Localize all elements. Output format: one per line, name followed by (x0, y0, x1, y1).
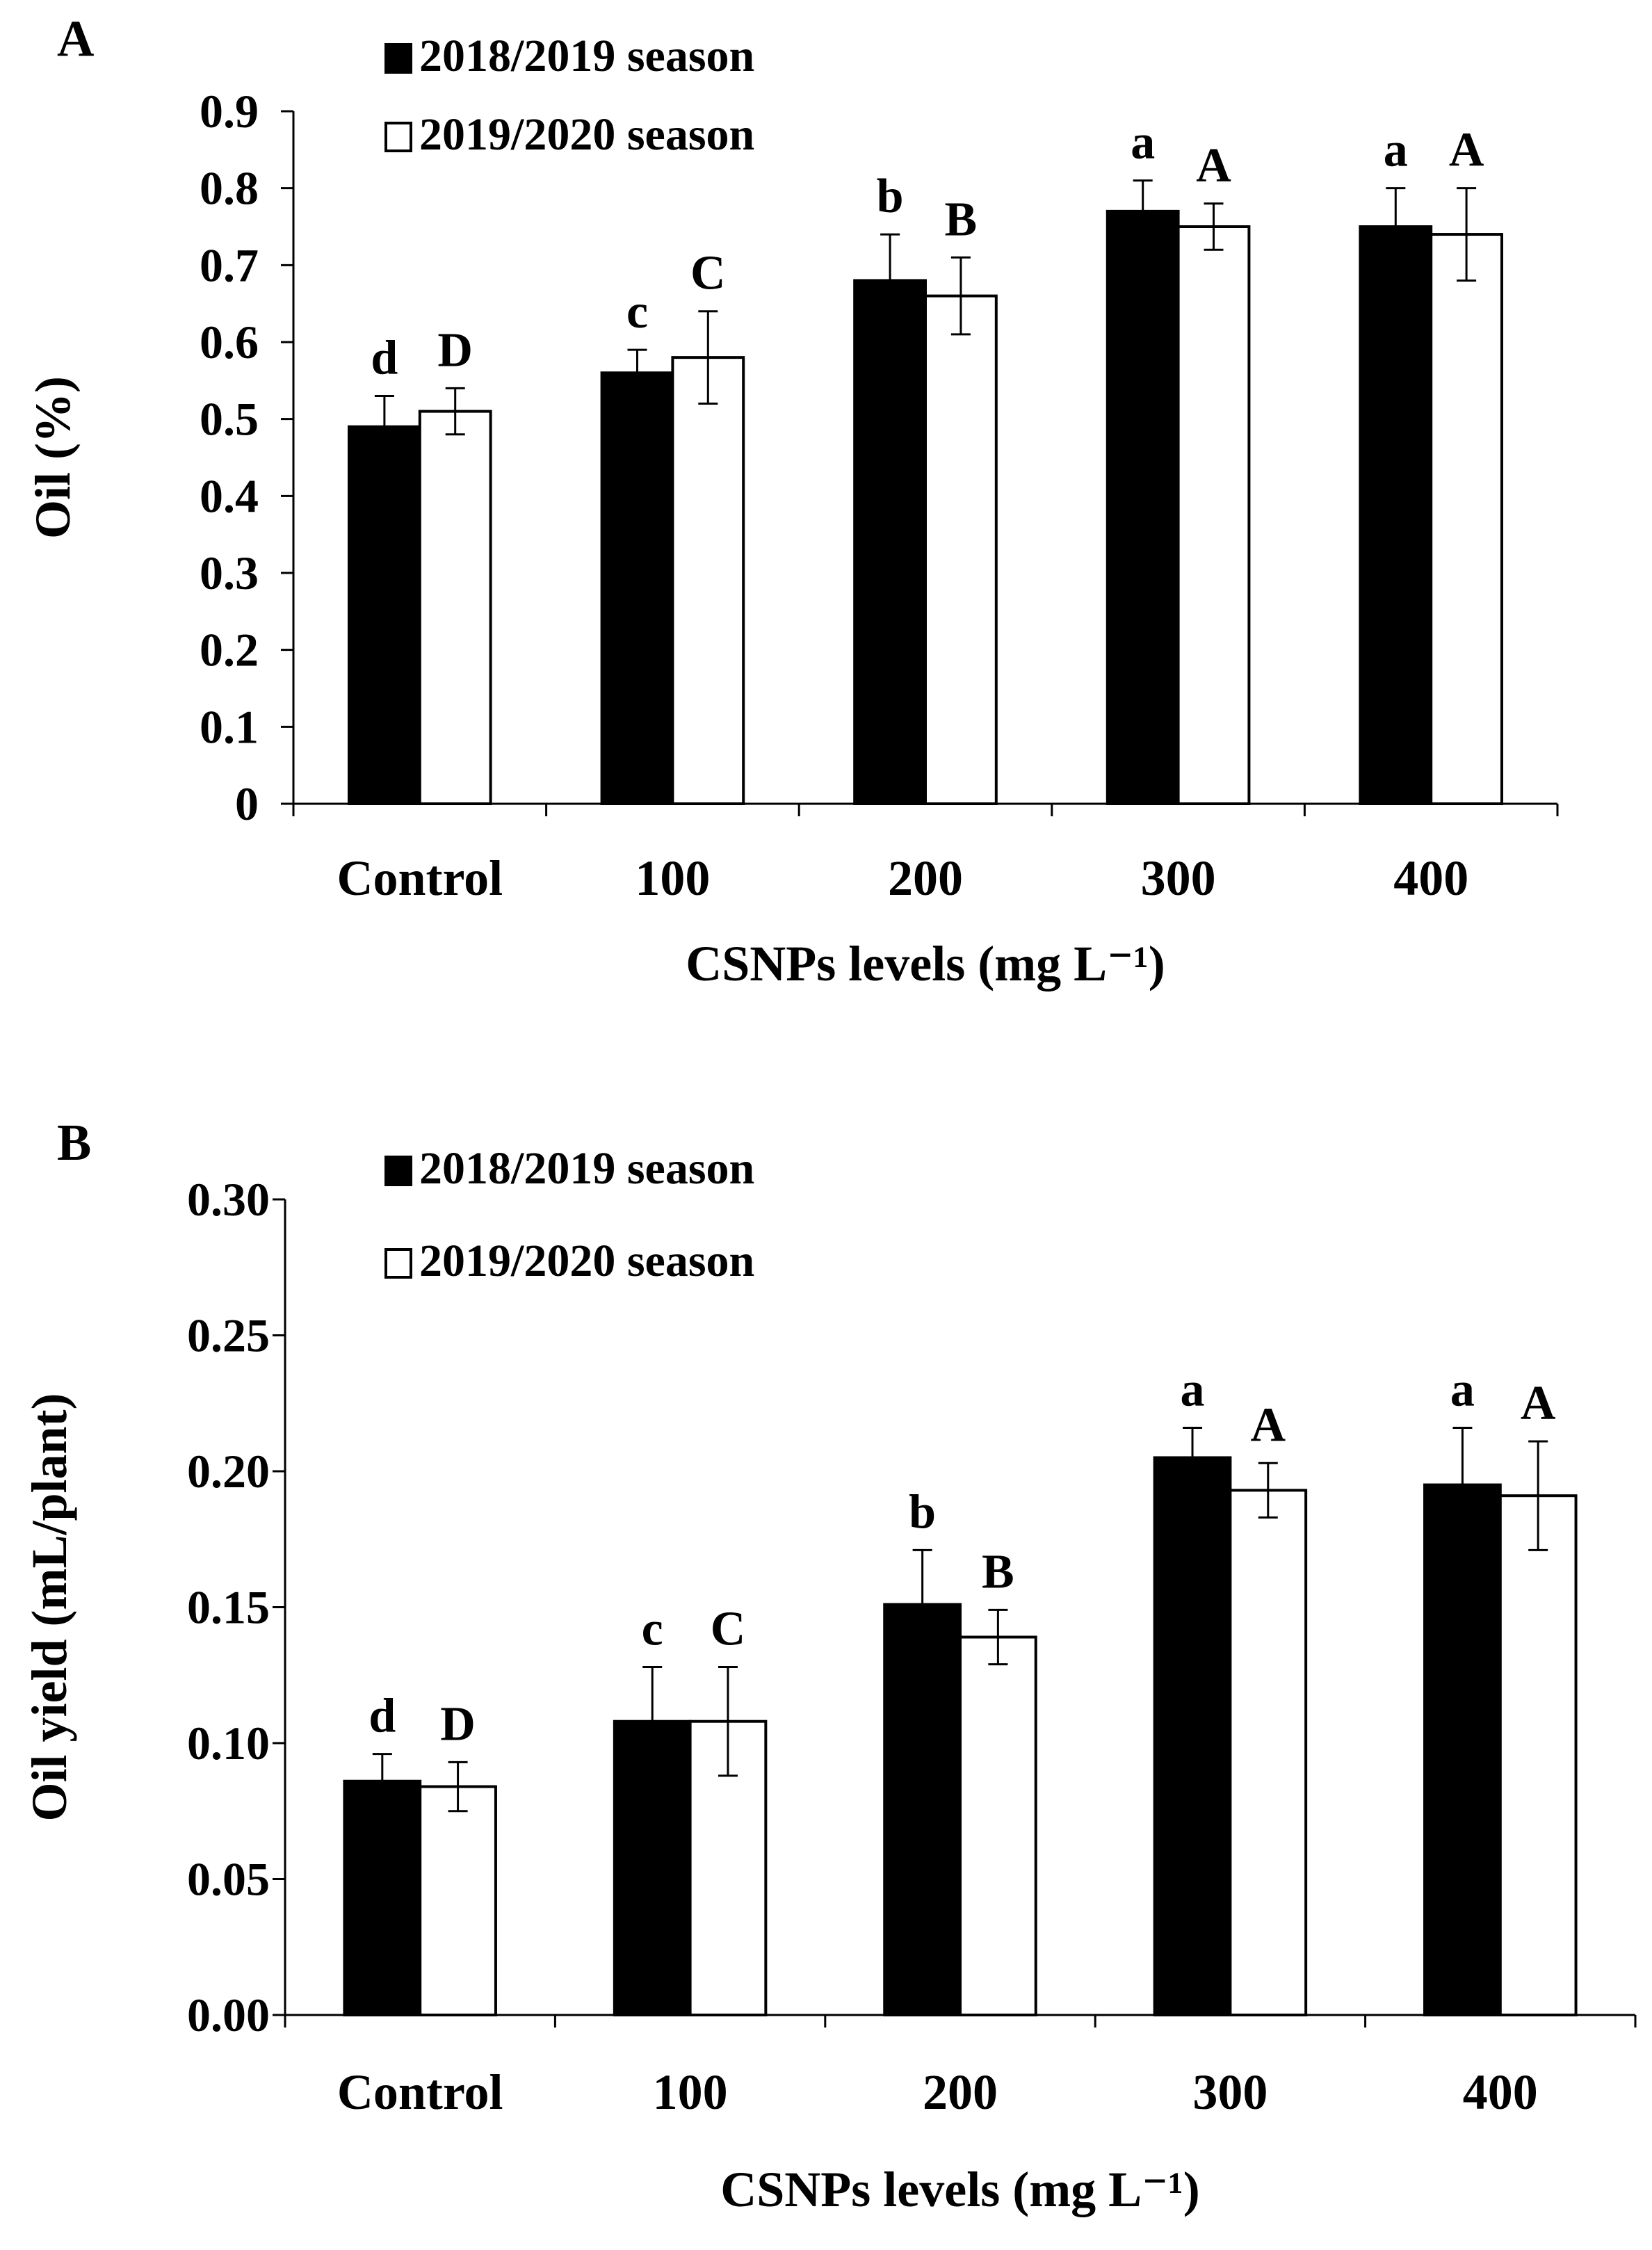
bar-season-2019-2020 (1176, 225, 1251, 805)
significance-letter: a (1131, 116, 1155, 170)
x-tick-label: 100 (635, 850, 710, 906)
legend-label: 2018/2019 season (419, 1143, 754, 1194)
y-tick-label: 0.6 (200, 316, 259, 369)
panel-label: B (57, 1115, 91, 1172)
x-axis-label: CSNPs levels (mg L⁻¹) (686, 936, 1165, 992)
significance-letter: A (1521, 1377, 1556, 1430)
significance-letter: c (626, 285, 648, 339)
bar-season-2019-2020 (1498, 1494, 1578, 2016)
y-axis-label: Oil (%) (25, 376, 81, 539)
y-axis-label: Oil yield (mL/plant) (22, 1393, 77, 1821)
significance-letter: A (1196, 139, 1231, 193)
y-tick-label: 0.10 (187, 1717, 270, 1770)
bar-season-2018-2019 (347, 425, 421, 805)
chart-panel-a: A00.10.20.30.40.50.60.70.80.9d DControlcC… (25, 10, 1559, 992)
y-tick-label: 0.3 (200, 547, 259, 599)
bar-season-2019-2020 (418, 410, 492, 805)
y-tick-label: 0.1 (200, 700, 259, 753)
bar-season-2018-2019 (1359, 225, 1433, 805)
y-tick-label: 0.5 (200, 393, 259, 446)
legend-swatch-season-2018-2019 (384, 43, 412, 74)
y-tick-label: 0 (235, 777, 259, 830)
significance-letter: d (369, 1690, 396, 1743)
significance-letter: A (1449, 124, 1484, 177)
significance-letter: a (1450, 1363, 1475, 1416)
bar-season-2018-2019 (600, 371, 674, 805)
y-tick-label: 0.2 (200, 624, 259, 677)
x-tick-label: 200 (888, 850, 963, 906)
y-tick-label: 0.05 (187, 1853, 270, 1906)
significance-letter: a (1181, 1363, 1205, 1416)
bar-season-2019-2020 (1430, 233, 1504, 806)
legend-swatch-season-2018-2019 (384, 1156, 412, 1186)
y-tick-label: 0.7 (200, 238, 259, 291)
bar-season-2019-2020 (419, 1785, 497, 2017)
y-tick-label: 0.30 (187, 1173, 270, 1226)
y-tick-label: 0.00 (187, 1989, 270, 2041)
significance-letter: b (909, 1485, 936, 1539)
significance-letter: C (690, 247, 726, 300)
x-tick-label: 400 (1393, 850, 1468, 906)
legend-swatch-season-2019-2020 (384, 122, 412, 152)
legend-label: 2018/2019 season (419, 31, 754, 81)
x-tick-label: 400 (1463, 2064, 1538, 2120)
significance-letter: D (437, 323, 473, 377)
significance-letter: A (1250, 1398, 1286, 1452)
y-tick-label: 0.25 (187, 1309, 270, 1362)
significance-letter: b (877, 170, 904, 223)
bar-season-2019-2020 (924, 294, 998, 806)
significance-letter: B (982, 1545, 1014, 1599)
bar-season-2018-2019 (343, 1779, 422, 2016)
x-tick-label: 100 (653, 2064, 728, 2120)
legend: 2018/2019 season 2019/2020 season (384, 31, 754, 160)
legend: 2018/2019 season 2019/2020 season (384, 1143, 754, 1286)
legend-swatch-season-2019-2020 (384, 1248, 412, 1279)
significance-letter: a (1384, 124, 1408, 177)
significance-letter: D (440, 1697, 476, 1751)
x-tick-label: Control (337, 850, 503, 906)
x-tick-label: 200 (923, 2064, 998, 2120)
y-tick-label: 0.20 (187, 1445, 270, 1498)
y-tick-label: 0.8 (200, 162, 259, 215)
significance-letter: d (371, 331, 398, 385)
bar-season-2018-2019 (1153, 1456, 1232, 2016)
x-tick-label: 300 (1192, 2064, 1268, 2120)
legend-label: 2019/2020 season (419, 1236, 754, 1286)
y-tick-label: 0.4 (200, 469, 259, 522)
x-tick-label: Control (337, 2064, 503, 2120)
bar-season-2018-2019 (853, 279, 928, 805)
significance-letter: c (642, 1603, 663, 1656)
bar-season-2019-2020 (959, 1635, 1037, 2016)
significance-letter: C (711, 1603, 746, 1656)
bar-season-2019-2020 (1229, 1489, 1308, 2017)
bar-season-2018-2019 (1106, 209, 1180, 806)
bar-season-2018-2019 (1423, 1483, 1502, 2017)
legend-label: 2019/2020 season (419, 109, 754, 160)
panel-label: A (57, 10, 94, 67)
x-axis-label: CSNPs levels (mg L⁻¹) (720, 2162, 1200, 2217)
significance-letter: B (945, 193, 978, 246)
bar-season-2018-2019 (883, 1603, 962, 2017)
y-tick-label: 0.15 (187, 1581, 270, 1634)
x-tick-label: 300 (1141, 850, 1216, 906)
bar-season-2019-2020 (671, 356, 745, 805)
y-tick-label: 0.9 (200, 85, 259, 138)
